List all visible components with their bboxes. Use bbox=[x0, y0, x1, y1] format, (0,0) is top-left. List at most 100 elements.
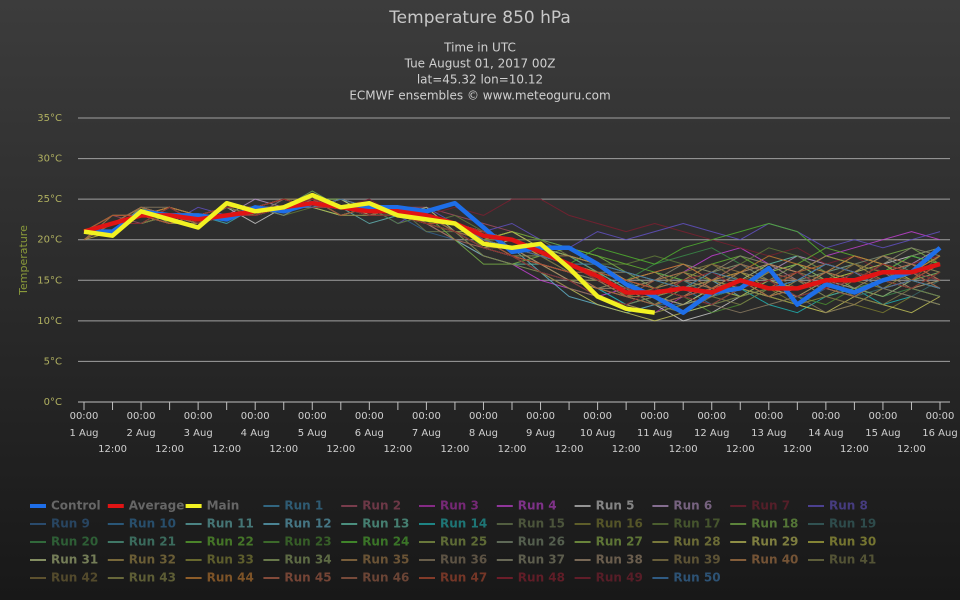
run-line bbox=[83, 198, 941, 273]
legend-label: Run 26 bbox=[518, 535, 565, 549]
x-date-label: 1 Aug bbox=[69, 428, 98, 439]
x-tick-label: 12:00 bbox=[98, 444, 127, 455]
chart-title: Temperature 850 hPa bbox=[388, 8, 571, 28]
y-tick-label: 15°C bbox=[37, 275, 62, 286]
subtitle: Tue August 01, 2017 00Z bbox=[404, 57, 556, 71]
y-tick-label: 5°C bbox=[44, 356, 62, 367]
legend-label: Run 38 bbox=[596, 553, 643, 567]
legend-label: Run 32 bbox=[129, 553, 176, 567]
legend-label: Run 46 bbox=[362, 571, 409, 585]
x-date-label: 15 Aug bbox=[865, 428, 900, 439]
legend-label: Average bbox=[129, 499, 185, 513]
y-tick-label: 30°C bbox=[37, 154, 62, 165]
legend-label: Run 42 bbox=[51, 571, 98, 585]
x-tick-label: 12:00 bbox=[155, 444, 184, 455]
y-axis-title: Temperature bbox=[17, 225, 30, 296]
legend-label: Run 2 bbox=[362, 499, 401, 513]
x-date-label: 2 Aug bbox=[127, 428, 156, 439]
legend-label: Run 44 bbox=[207, 571, 254, 585]
highlight-line bbox=[84, 200, 942, 315]
x-tick-label: 00:00 bbox=[70, 411, 99, 422]
x-date-label: 16 Aug bbox=[922, 428, 957, 439]
subtitle: lat=45.32 lon=10.12 bbox=[417, 73, 543, 87]
legend-label: Run 22 bbox=[207, 535, 254, 549]
legend-label: Run 37 bbox=[518, 553, 565, 567]
x-tick-label: 00:00 bbox=[184, 411, 213, 422]
legend-label: Run 13 bbox=[362, 517, 409, 531]
x-tick-label: 12:00 bbox=[212, 444, 241, 455]
legend-label: Run 12 bbox=[284, 517, 331, 531]
legend-label: Run 27 bbox=[596, 535, 643, 549]
legend-label: Run 35 bbox=[362, 553, 409, 567]
legend-label: Run 15 bbox=[518, 517, 565, 531]
legend-label: Run 34 bbox=[284, 553, 331, 567]
legend-label: Run 33 bbox=[207, 553, 254, 567]
x-tick-label: 12:00 bbox=[269, 444, 298, 455]
x-tick-label: 00:00 bbox=[640, 411, 669, 422]
x-tick-label: 12:00 bbox=[897, 444, 926, 455]
legend-label: Run 28 bbox=[673, 535, 720, 549]
x-date-label: 7 Aug bbox=[412, 428, 441, 439]
legend-label: Run 45 bbox=[284, 571, 331, 585]
legend-label: Run 43 bbox=[129, 571, 176, 585]
legend-label: Run 31 bbox=[51, 553, 98, 567]
x-tick-label: 12:00 bbox=[669, 444, 698, 455]
x-tick-label: 12:00 bbox=[783, 444, 812, 455]
x-tick-label: 12:00 bbox=[612, 444, 641, 455]
y-tick-label: 0°C bbox=[44, 397, 62, 408]
legend-label: Run 39 bbox=[673, 553, 720, 567]
x-tick-label: 00:00 bbox=[811, 411, 840, 422]
x-tick-label: 12:00 bbox=[555, 444, 584, 455]
x-tick-label: 00:00 bbox=[298, 411, 327, 422]
legend-label: Run 1 bbox=[284, 499, 323, 513]
x-tick-label: 12:00 bbox=[441, 444, 470, 455]
y-tick-label: 35°C bbox=[37, 113, 62, 124]
x-tick-label: 00:00 bbox=[697, 411, 726, 422]
legend-label: Run 40 bbox=[751, 553, 798, 567]
legend-label: Main bbox=[207, 499, 240, 513]
legend-label: Run 14 bbox=[440, 517, 487, 531]
legend-label: Run 9 bbox=[51, 517, 90, 531]
x-date-label: 4 Aug bbox=[241, 428, 270, 439]
legend-label: Run 21 bbox=[129, 535, 176, 549]
legend-label: Run 48 bbox=[518, 571, 565, 585]
legend-label: Run 24 bbox=[362, 535, 409, 549]
legend-label: Run 47 bbox=[440, 571, 487, 585]
legend-label: Run 8 bbox=[829, 499, 868, 513]
legend-label: Run 19 bbox=[829, 517, 876, 531]
x-tick-label: 00:00 bbox=[412, 411, 441, 422]
legend-label: Run 30 bbox=[829, 535, 876, 549]
highlight-line bbox=[83, 200, 941, 295]
legend-label: Run 16 bbox=[596, 517, 643, 531]
x-date-label: 3 Aug bbox=[184, 428, 213, 439]
x-tick-label: 00:00 bbox=[754, 411, 783, 422]
x-tick-label: 00:00 bbox=[869, 411, 898, 422]
x-tick-label: 00:00 bbox=[526, 411, 555, 422]
legend-label: Run 49 bbox=[596, 571, 643, 585]
x-date-label: 12 Aug bbox=[694, 428, 729, 439]
legend-label: Run 3 bbox=[440, 499, 479, 513]
legend-label: Run 50 bbox=[673, 571, 720, 585]
y-tick-label: 25°C bbox=[37, 194, 62, 205]
legend-label: Run 5 bbox=[596, 499, 635, 513]
legend-label: Run 41 bbox=[829, 553, 876, 567]
legend-label: Run 4 bbox=[518, 499, 557, 513]
x-tick-label: 00:00 bbox=[241, 411, 270, 422]
legend-label: Run 10 bbox=[129, 517, 176, 531]
x-date-label: 10 Aug bbox=[580, 428, 615, 439]
x-date-label: 6 Aug bbox=[355, 428, 384, 439]
legend-label: Run 20 bbox=[51, 535, 98, 549]
x-tick-label: 00:00 bbox=[469, 411, 498, 422]
legend-label: Run 25 bbox=[440, 535, 487, 549]
highlight-line bbox=[83, 192, 656, 315]
legend-label: Run 11 bbox=[207, 517, 254, 531]
subtitle: Time in UTC bbox=[443, 41, 516, 55]
y-tick-label: 20°C bbox=[37, 235, 62, 246]
legend-label: Run 6 bbox=[673, 499, 712, 513]
subtitle: ECMWF ensembles © www.meteoguru.com bbox=[349, 89, 610, 103]
x-date-label: 5 Aug bbox=[298, 428, 327, 439]
legend-label: Run 17 bbox=[673, 517, 720, 531]
x-date-label: 9 Aug bbox=[526, 428, 555, 439]
